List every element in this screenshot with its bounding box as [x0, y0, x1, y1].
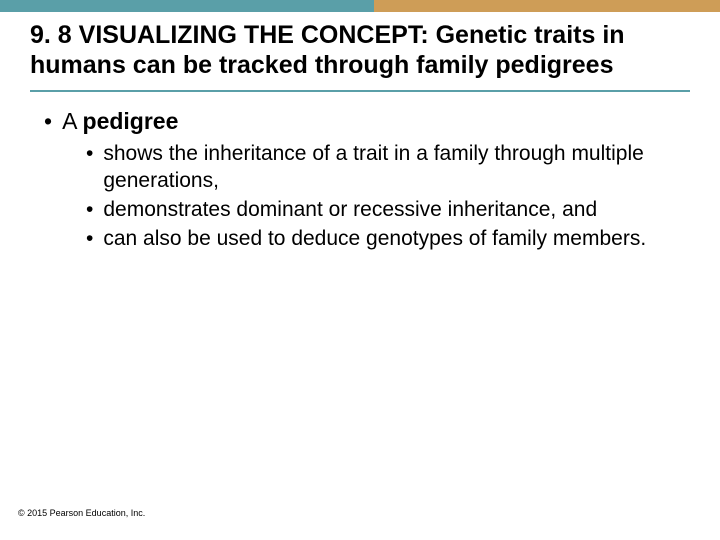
top-bar-left — [0, 0, 374, 12]
bullet-icon: • — [86, 141, 93, 168]
main-bullet-prefix: A — [62, 108, 82, 134]
bullet-icon: • — [86, 226, 93, 253]
list-item: • shows the inheritance of a trait in a … — [86, 141, 676, 195]
sub-bullet-text: can also be used to deduce genotypes of … — [103, 226, 676, 253]
bullet-icon: • — [86, 197, 93, 224]
top-accent-bar — [0, 0, 720, 12]
main-bullet: • A pedigree — [44, 108, 676, 135]
list-item: • can also be used to deduce genotypes o… — [86, 226, 676, 253]
sub-bullet-text: shows the inheritance of a trait in a fa… — [103, 141, 676, 195]
top-bar-right — [374, 0, 720, 12]
copyright-text: © 2015 Pearson Education, Inc. — [18, 508, 145, 518]
sub-bullet-list: • shows the inheritance of a trait in a … — [44, 141, 676, 253]
list-item: • demonstrates dominant or recessive inh… — [86, 197, 676, 224]
slide-title: 9. 8 VISUALIZING THE CONCEPT: Genetic tr… — [0, 12, 720, 80]
sub-bullet-text: demonstrates dominant or recessive inher… — [103, 197, 676, 224]
main-bullet-text: A pedigree — [62, 108, 178, 135]
slide-content: • A pedigree • shows the inheritance of … — [0, 92, 720, 253]
bullet-icon: • — [44, 108, 52, 135]
main-bullet-term: pedigree — [83, 108, 179, 134]
